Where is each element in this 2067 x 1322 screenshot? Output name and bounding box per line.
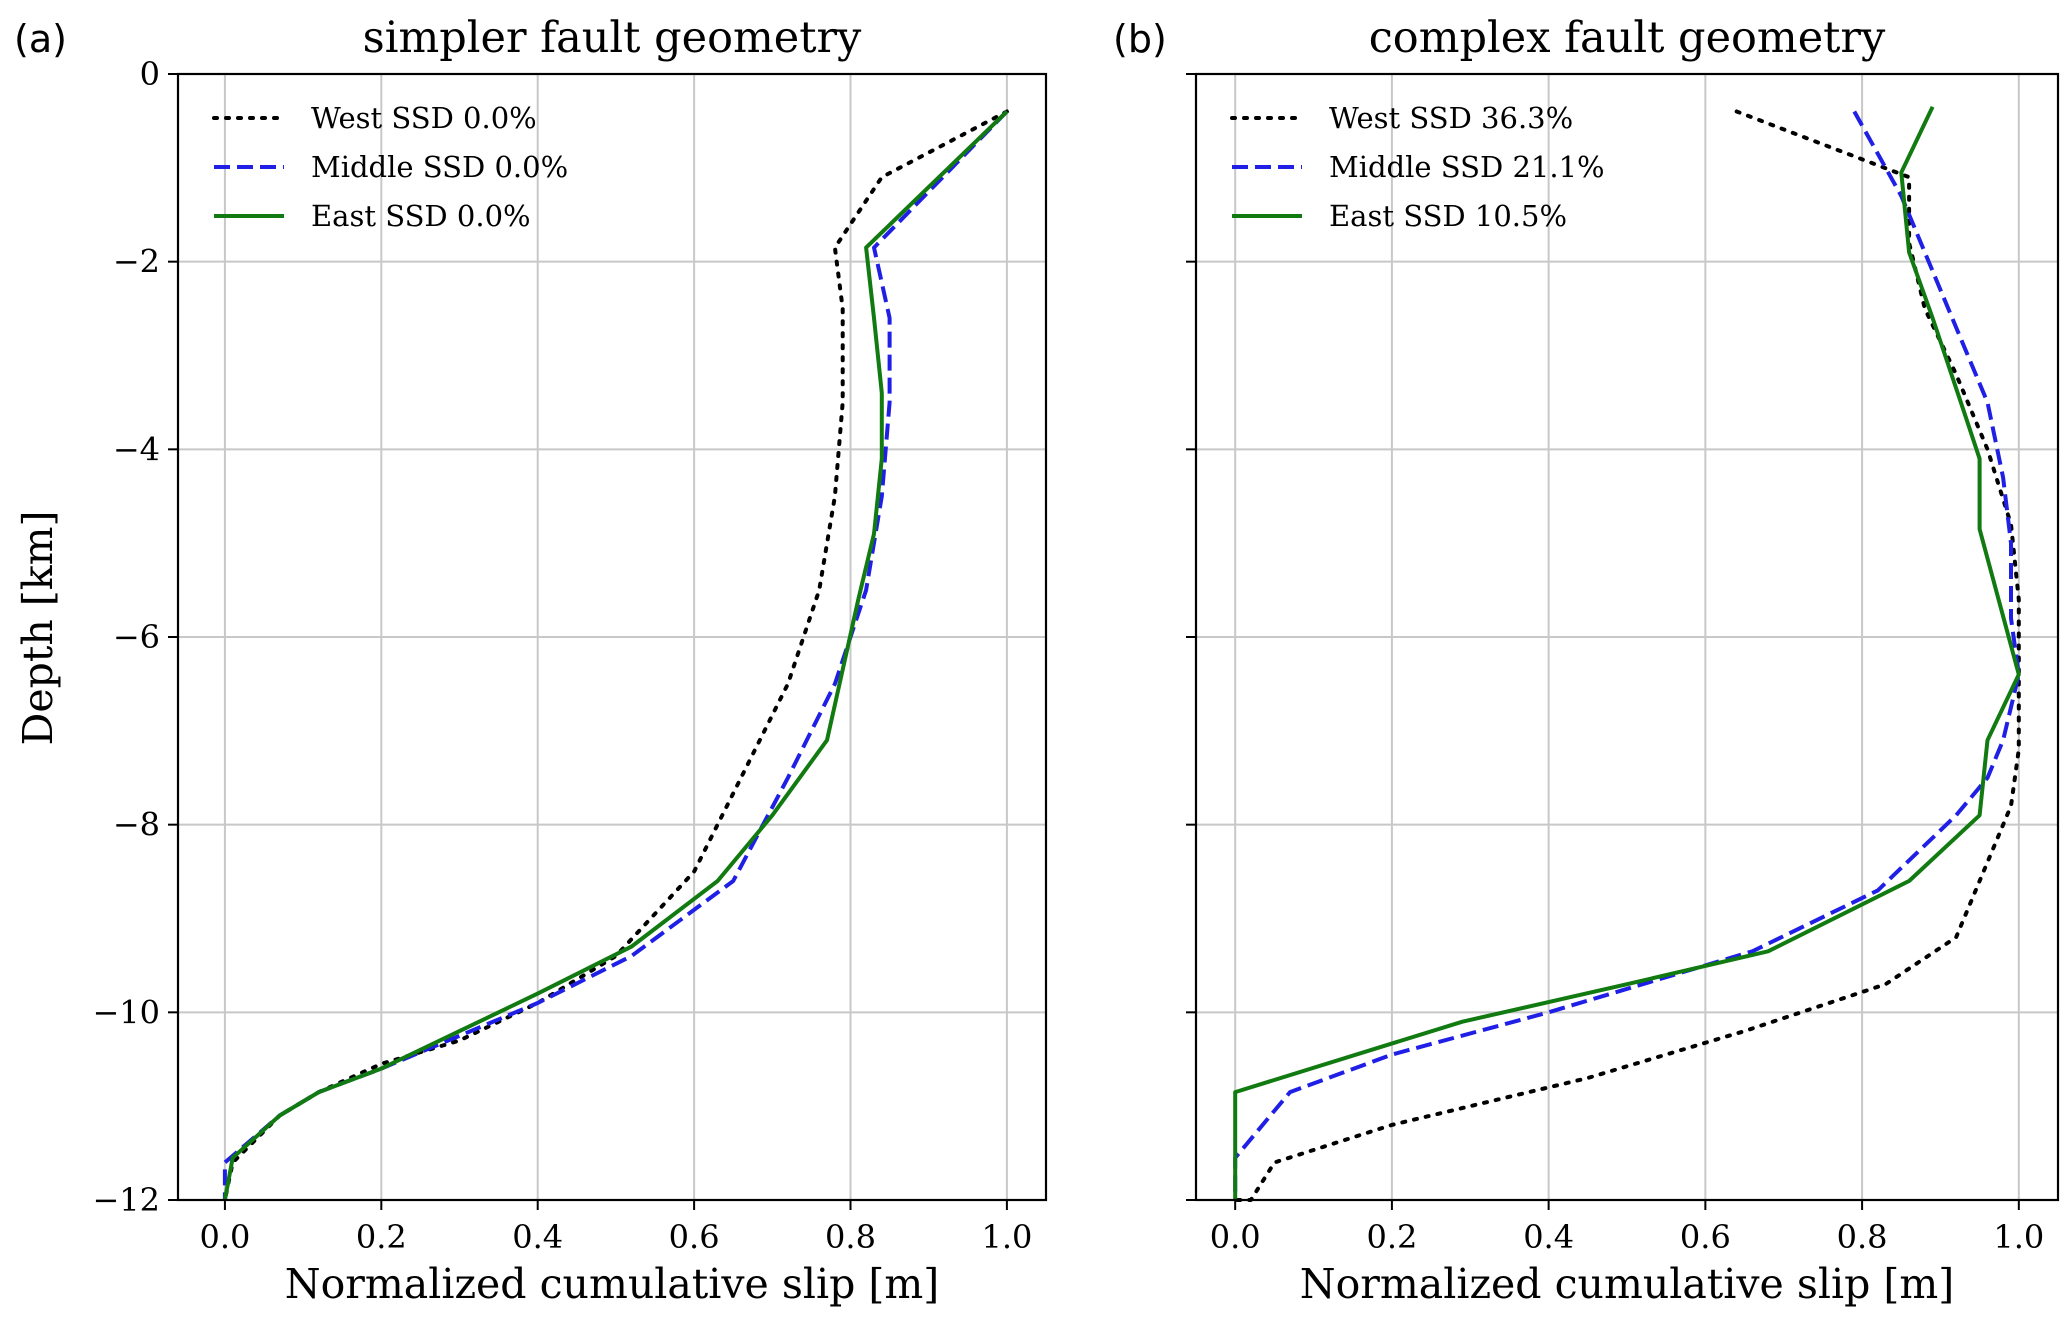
x-tick-label-a-4: 0.8 (825, 1218, 876, 1256)
x-tick-label-a-3: 0.6 (669, 1218, 720, 1256)
panel-label-a: (a) (14, 17, 67, 61)
y-tick-label-a-2: −4 (113, 430, 160, 468)
x-tick-label-a-0: 0.0 (199, 1218, 250, 1256)
panel-label-b: (b) (1113, 17, 1167, 61)
legend-label-east-b: East SSD 10.5% (1329, 199, 1567, 233)
x-axis-label-b: Normalized cumulative slip [m] (1300, 1260, 1955, 1308)
x-tick-label-b-3: 0.6 (1680, 1218, 1731, 1256)
chart-title-b: complex fault geometry (1369, 13, 1886, 63)
x-tick-label-b-4: 0.8 (1837, 1218, 1888, 1256)
y-tick-label-a-6: −12 (92, 1181, 160, 1219)
y-tick-label-a-5: −10 (92, 993, 160, 1031)
y-tick-label-a-3: −6 (113, 618, 160, 656)
x-tick-label-a-5: 1.0 (981, 1218, 1032, 1256)
x-tick-label-b-1: 0.2 (1366, 1218, 1417, 1256)
x-tick-label-b-5: 1.0 (1993, 1218, 2044, 1256)
y-tick-label-a-1: −2 (113, 243, 160, 281)
legend-label-west-b: West SSD 36.3% (1329, 101, 1573, 135)
figure: 0.0 0.2 0.4 0.6 0.8 1.0 0 −2 −4 −6 −8 −10 −12 West S… (0, 0, 2067, 1322)
legend-label-east-a: East SSD 0.0% (311, 199, 531, 233)
legend-label-middle-a: Middle SSD 0.0% (311, 150, 568, 184)
legend-label-west-a: West SSD 0.0% (311, 101, 537, 135)
x-tick-label-a-2: 0.4 (512, 1218, 563, 1256)
x-tick-label-a-1: 0.2 (356, 1218, 407, 1256)
x-axis-label-a: Normalized cumulative slip [m] (285, 1260, 940, 1308)
legend-label-middle-b: Middle SSD 21.1% (1329, 150, 1605, 184)
y-tick-label-a-0: 0 (140, 55, 160, 93)
x-tick-label-b-0: 0.0 (1210, 1218, 1261, 1256)
x-tick-label-b-2: 0.4 (1523, 1218, 1574, 1256)
y-tick-label-a-4: −8 (113, 806, 160, 844)
y-axis-label: Depth [km] (14, 510, 62, 745)
chart-title-a: simpler fault geometry (363, 13, 862, 63)
